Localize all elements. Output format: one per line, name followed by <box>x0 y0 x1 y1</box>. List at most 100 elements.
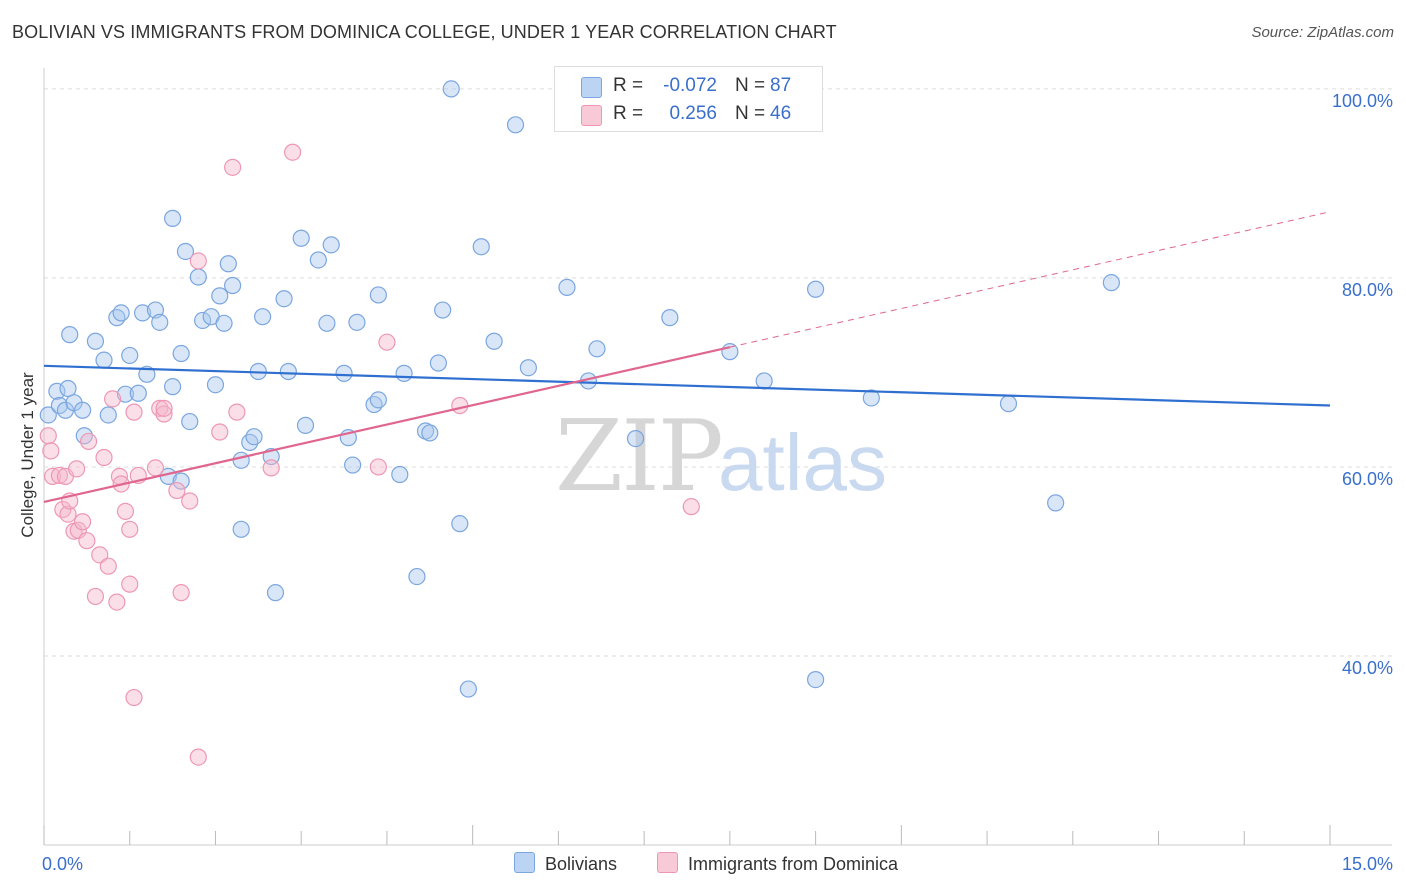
bolivian-point <box>806 280 825 298</box>
dominica-point <box>155 399 173 417</box>
y-tick-label: 80.0% <box>1342 280 1393 300</box>
bolivian-point <box>626 429 645 448</box>
bolivian-point <box>224 276 242 295</box>
dominica-point <box>78 532 96 550</box>
source-label: Source: ZipAtlas.com <box>1251 24 1394 41</box>
bolivian-point <box>1047 494 1065 512</box>
dominica-point <box>42 442 60 460</box>
bolivian-point <box>232 451 250 469</box>
dominica-point <box>79 432 98 451</box>
bolivian-point <box>485 332 503 350</box>
bolivian-point <box>442 80 460 98</box>
bolivian-point <box>806 671 825 689</box>
dominica-point <box>86 587 105 606</box>
bolivian-point <box>266 584 285 602</box>
watermark-zip: ZIP <box>555 400 722 514</box>
bolivian-point <box>661 309 679 327</box>
dominica-point <box>262 459 280 477</box>
dominica-point <box>121 520 139 538</box>
dominica-point <box>155 405 173 423</box>
bolivian-point <box>558 278 576 296</box>
dominica-point <box>121 575 139 593</box>
legend-swatch-pink <box>657 852 678 873</box>
bolivian-point <box>176 242 195 261</box>
trend-line-dominica <box>43 346 731 503</box>
y-tick-label: 60.0% <box>1342 469 1393 489</box>
dominica-point <box>91 546 109 564</box>
bolivian-point <box>211 287 229 305</box>
bolivian-point <box>48 382 66 400</box>
bolivian-point <box>95 351 113 369</box>
r-value: 0.256 <box>669 103 717 124</box>
bolivian-point <box>999 395 1018 413</box>
bolivian-point <box>61 326 79 344</box>
bolivian-point <box>39 406 57 424</box>
bolivian-point <box>73 401 92 419</box>
x-tick-label: 0.0% <box>42 854 83 874</box>
bolivian-point <box>322 236 340 254</box>
dominica-point <box>172 584 190 602</box>
dominica-point <box>284 143 302 161</box>
bolivian-point <box>232 520 250 538</box>
dominica-point <box>43 467 62 486</box>
y-tick-label: 40.0% <box>1342 658 1393 678</box>
dominica-point <box>125 688 143 707</box>
dominica-point <box>59 505 77 523</box>
watermark-atlas: atlas <box>718 418 887 507</box>
dominica-point <box>451 396 469 415</box>
bolivian-point <box>348 313 366 331</box>
bolivian-point <box>129 384 147 402</box>
bolivian-point <box>254 308 272 326</box>
dominica-point <box>50 466 69 485</box>
bolivian-point <box>862 389 880 407</box>
series-legend-bolivians[interactable]: Bolivians <box>514 852 617 875</box>
dominica-point <box>181 492 199 510</box>
n-value: 87 <box>770 75 792 96</box>
bolivian-point <box>138 365 156 383</box>
dominica-point <box>99 557 117 575</box>
bolivian-point <box>395 364 413 382</box>
bolivian-point <box>172 472 190 490</box>
trend-line-bolivians <box>43 364 1331 407</box>
bolivian-point <box>1102 274 1120 292</box>
dominica-point <box>682 498 700 516</box>
bolivian-point <box>116 385 135 403</box>
bolivian-point <box>459 680 477 698</box>
bolivian-point <box>99 406 117 424</box>
dominica-point <box>189 252 207 270</box>
dominica-point <box>168 481 186 500</box>
bolivian-point <box>215 314 233 332</box>
dominica-point <box>125 403 143 421</box>
series-legend-dominica[interactable]: Immigrants from Dominica <box>657 852 898 875</box>
bolivian-point <box>588 340 606 358</box>
dominica-point <box>369 458 387 476</box>
bolivian-point <box>318 314 336 332</box>
dominica-point <box>228 403 246 421</box>
bolivian-point <box>189 268 207 286</box>
bolivian-point <box>164 209 182 227</box>
r-label: R = <box>613 103 644 124</box>
bolivian-point <box>421 424 439 442</box>
x-tick-label: 15.0% <box>1342 854 1393 874</box>
bolivian-point <box>309 251 327 269</box>
series-legend-label: Bolivians <box>545 854 618 874</box>
bolivian-point <box>112 304 130 322</box>
bolivian-point <box>181 412 199 431</box>
bolivian-point <box>369 391 387 409</box>
bolivian-point <box>164 378 182 396</box>
trend-line-dominica-extension <box>729 211 1331 348</box>
bolivian-point <box>292 229 310 247</box>
n-label: N = <box>735 75 766 96</box>
bolivian-point <box>133 304 152 322</box>
bolivian-point <box>245 428 263 446</box>
bolivian-point <box>369 286 387 304</box>
dominica-point <box>73 513 92 531</box>
bolivian-point <box>519 359 537 377</box>
bolivian-point <box>451 515 469 533</box>
bolivian-point <box>275 290 293 308</box>
dominica-point <box>67 460 86 478</box>
bolivian-point <box>206 376 225 394</box>
bolivian-point <box>335 364 353 382</box>
r-value: -0.072 <box>663 75 717 96</box>
